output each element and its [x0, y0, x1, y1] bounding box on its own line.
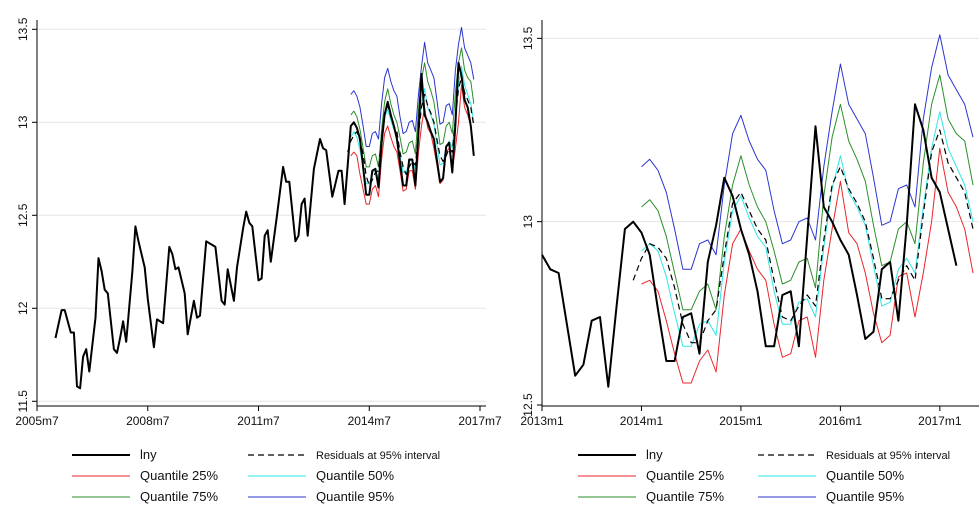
- x-tick-label: 2015m1: [719, 414, 763, 428]
- series-line-residuals: [632, 129, 974, 344]
- y-tick-label: 13.5: [521, 26, 535, 50]
- legend: lny Residuals at 95% interval Quantile 25%…: [578, 447, 950, 504]
- y-tick-label: 13.5: [16, 17, 30, 41]
- legend-label-q25: Quantile 25%: [646, 468, 724, 483]
- legend-label-q95: Quantile 95%: [826, 489, 904, 504]
- legend-label-residuals: Residuals at 95% interval: [316, 450, 440, 462]
- x-tick-label: 2016m1: [819, 414, 863, 428]
- legend-label-lny: lny: [140, 447, 157, 462]
- series-line-q95: [350, 26, 475, 147]
- legend-label-q75: Quantile 75%: [646, 489, 724, 504]
- legend-label-q50: Quantile 50%: [826, 468, 904, 483]
- left-panel: 11.5 12 12.5 13 13.5 2005m7 2008m7 2011m7 2014m7…: [15, 17, 502, 504]
- y-tick-label: 12.5: [521, 393, 535, 417]
- series-line-q75: [350, 47, 475, 168]
- x-tick-label: 2014m7: [348, 414, 392, 428]
- y-tick-label: 12.5: [16, 203, 30, 227]
- x-tick-label: 2017m7: [458, 414, 502, 428]
- series-line-q50: [641, 111, 974, 347]
- x-tick-label: 2008m7: [126, 414, 170, 428]
- series-line-q95: [641, 34, 974, 270]
- series-line-residuals: [347, 77, 475, 187]
- legend-label-q95: Quantile 95%: [316, 489, 394, 504]
- y-tick-label: 12: [16, 301, 30, 315]
- series-line-q25: [641, 147, 974, 384]
- x-tick-label: 2017m1: [918, 414, 962, 428]
- series-line-lny: [541, 103, 958, 388]
- legend-label-q25: Quantile 25%: [140, 468, 218, 483]
- y-tick-label: 13: [521, 215, 535, 229]
- series-line-q75: [641, 74, 974, 311]
- x-tick-label: 2013m1: [520, 414, 564, 428]
- y-tick-label: 11.5: [16, 390, 30, 413]
- right-panel: 12.5 13 13.5 2013m1 2014m1 2015m1 2016m1 2017m1…: [520, 20, 979, 504]
- x-tick-label: 2011m7: [237, 414, 280, 428]
- y-tick-label: 13: [16, 115, 30, 129]
- series-line-lny: [54, 61, 475, 390]
- x-tick-label: 2014m1: [620, 414, 664, 428]
- legend: lny Residuals at 95% interval Quantile 25%…: [72, 447, 440, 504]
- legend-label-q75: Quantile 75%: [140, 489, 218, 504]
- legend-label-lny: lny: [646, 447, 663, 462]
- x-tick-label: 2005m7: [15, 414, 59, 428]
- legend-label-residuals: Residuals at 95% interval: [826, 450, 950, 462]
- legend-label-q50: Quantile 50%: [316, 468, 394, 483]
